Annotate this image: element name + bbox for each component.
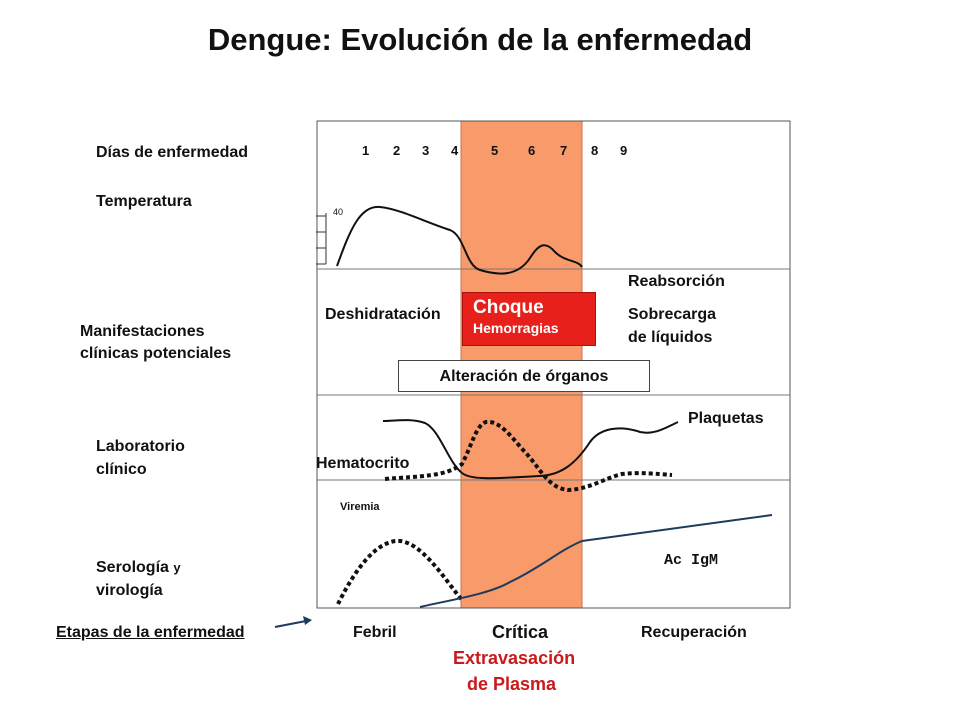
hematocrit-curve	[384, 419, 673, 493]
day-9: 9	[620, 143, 628, 158]
serology-and: y	[173, 560, 181, 575]
row-label-manifestations-line1: Manifestaciones	[80, 323, 205, 340]
igm-label: Ac IgM	[664, 552, 719, 569]
temperature-curve	[336, 205, 583, 275]
stage-febrile: Febril	[353, 624, 397, 641]
overload-label-line1: Sobrecarga	[628, 306, 717, 323]
row-label-serology-line2: virología	[96, 582, 163, 599]
row-label-lab-line2: clínico	[96, 461, 147, 478]
serology-word: Serología	[96, 559, 169, 576]
platelets-curve	[382, 419, 679, 480]
row-label-serology-line1: Serología y	[96, 557, 181, 579]
stages-label: Etapas de la enfermedad	[56, 624, 245, 641]
stage-critical: Crítica	[492, 622, 549, 642]
organ-alteration-label: Alteración de órganos	[439, 368, 609, 385]
stage-arrow-head	[303, 616, 312, 625]
reabsorption-label: Reabsorción	[628, 273, 725, 290]
day-1: 1	[362, 143, 370, 158]
day-8: 8	[591, 143, 599, 158]
shock-box	[462, 292, 596, 346]
day-4: 4	[451, 143, 459, 158]
day-5: 5	[491, 143, 499, 158]
hematocrit-label: Hematocrito	[316, 455, 410, 472]
row-label-lab-line1: Laboratorio	[96, 438, 185, 455]
stage-arrow-line	[274, 620, 307, 628]
row-label-temperature: Temperatura	[96, 193, 192, 210]
dehydration-label: Deshidratación	[325, 306, 441, 323]
igm-curve	[419, 514, 773, 608]
viremia-label: Viremia	[340, 501, 380, 513]
platelets-label: Plaquetas	[688, 410, 764, 427]
day-6: 6	[528, 143, 536, 158]
extravasation-line2: de Plasma	[467, 674, 557, 694]
temperature-tick-label: 40	[333, 207, 344, 217]
row-label-days: Días de enfermedad	[96, 144, 249, 161]
organ-alteration-box	[398, 360, 650, 392]
diagram-frame	[316, 120, 791, 609]
overload-label-line2: de líquidos	[628, 329, 713, 346]
page-title: Dengue: Evolución de la enfermedad	[207, 22, 753, 57]
day-2: 2	[393, 143, 401, 158]
shock-label: Choque	[473, 297, 544, 318]
day-3: 3	[422, 143, 430, 158]
stage-recovery: Recuperación	[641, 624, 747, 641]
row-label-manifestations-line2: clínicas potenciales	[80, 345, 232, 362]
extravasation-line1: Extravasación	[453, 648, 576, 668]
viremia-curve	[336, 538, 464, 605]
day-7: 7	[560, 143, 568, 158]
hemorrhages-label: Hemorragias	[473, 320, 559, 336]
